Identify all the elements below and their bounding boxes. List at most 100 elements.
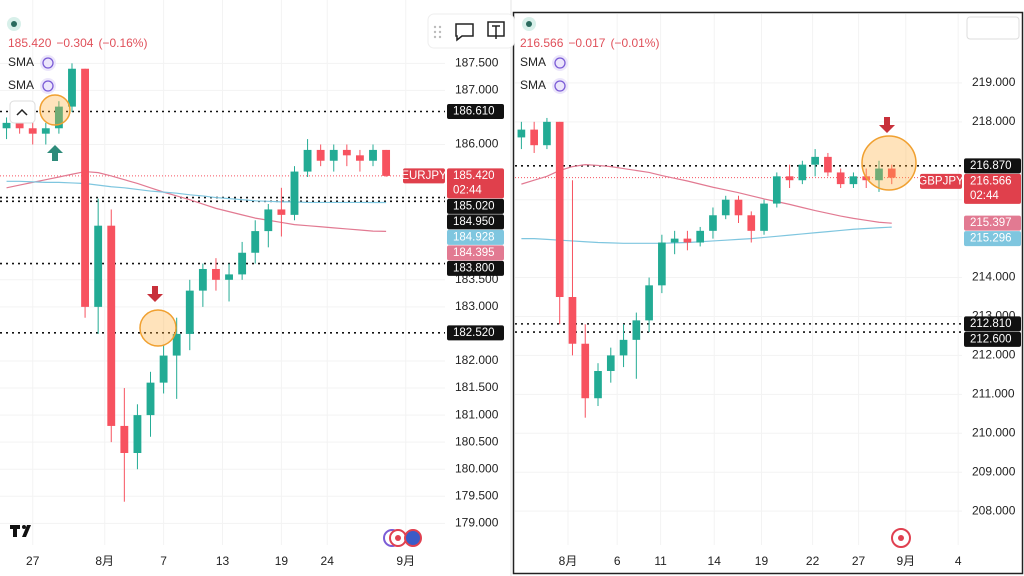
price-label: 183.800: [453, 262, 495, 274]
y-tick-label: 214.000: [972, 270, 1016, 284]
candle-body: [658, 242, 666, 286]
symbol-label: GBPJPY: [918, 175, 964, 187]
y-tick-label: 181.000: [455, 407, 499, 421]
y-tick-label: 211.000: [972, 387, 1015, 401]
y-tick-label: 219.000: [972, 75, 1016, 89]
candle-body: [133, 415, 142, 453]
candle-body: [555, 121, 564, 298]
header-price: 216.566: [520, 36, 564, 50]
candle-body: [2, 122, 11, 129]
y-tick-label: 180.500: [455, 434, 499, 448]
candle-body: [369, 149, 377, 161]
currency-box[interactable]: [966, 16, 1020, 40]
x-tick-label: 6: [614, 554, 621, 568]
y-tick-label: 187.000: [455, 83, 499, 97]
symbol-label: EURJPY: [401, 170, 447, 182]
price-label-box: [964, 173, 1021, 204]
indicator-settings[interactable]: [552, 78, 568, 94]
collapse-chevron: [16, 108, 28, 116]
price-label: 184.395: [453, 247, 495, 259]
indicator-name[interactable]: SMA: [8, 55, 34, 69]
candle-body: [619, 339, 628, 356]
price-label: 212.810: [970, 318, 1012, 330]
candle-body: [68, 68, 76, 107]
header-change_percent: (−0.01%): [610, 36, 659, 50]
price-label-box: [964, 158, 1021, 174]
event-icon[interactable]: [404, 529, 422, 547]
candle-body: [212, 268, 220, 280]
y-tick-label: 187.500: [455, 55, 499, 69]
price-header: 216.566 −0.017 (−0.01%): [520, 36, 659, 50]
y-tick-label: 179.000: [455, 516, 499, 530]
y-tick-label: 182.000: [455, 353, 499, 367]
x-tick-label: 24: [321, 554, 335, 568]
candle-body: [185, 290, 194, 334]
candle-body: [277, 209, 286, 215]
candle-body: [251, 231, 260, 253]
candle-body: [81, 68, 89, 307]
countdown: 02:44: [453, 184, 482, 196]
indicator-settings-glyph: [554, 57, 566, 69]
y-tick-label: 209.000: [972, 464, 1016, 478]
candle-body: [543, 121, 551, 146]
event-icon-core: [898, 535, 904, 541]
down-arrow: [879, 117, 895, 133]
candle-body: [798, 164, 807, 181]
sma-line: [521, 226, 892, 244]
candle-body: [530, 129, 538, 146]
indicator-name[interactable]: SMA: [520, 55, 546, 69]
indicator-name[interactable]: SMA: [520, 78, 546, 92]
up-arrow: [47, 145, 63, 161]
highlight-circle: [39, 94, 71, 126]
price-label: 216.566: [970, 175, 1012, 187]
candle-body: [290, 171, 299, 215]
price-label-box: [447, 245, 504, 261]
symbol-box: [403, 168, 445, 184]
candle-body: [342, 149, 351, 156]
candle-body: [670, 238, 679, 243]
highlight-circle: [139, 309, 177, 347]
y-tick-label: 218.000: [972, 114, 1016, 128]
indicator-settings[interactable]: [40, 55, 56, 71]
sma-line: [521, 164, 892, 224]
drag-handle[interactable]: [433, 25, 442, 39]
candle-body: [356, 155, 364, 161]
header-change: −0.017: [568, 36, 605, 50]
collapse-button[interactable]: [9, 100, 36, 124]
candle-body: [785, 176, 794, 181]
price-label-box: [964, 231, 1021, 247]
candle-body: [696, 230, 705, 243]
candle-body: [734, 199, 743, 216]
indicator-settings[interactable]: [552, 55, 568, 71]
candle-body: [581, 343, 590, 399]
sma-line: [6, 180, 387, 204]
plot-area: [0, 0, 445, 545]
x-tick-label: 27: [852, 554, 866, 568]
countdown: 02:44: [970, 190, 999, 202]
candle-body: [875, 168, 883, 181]
price-label: 215.397: [970, 217, 1012, 229]
comment-icon[interactable]: [455, 23, 474, 42]
price-label-box: [964, 215, 1021, 231]
x-tick-label: 14: [708, 554, 722, 568]
price-label: 182.520: [453, 327, 495, 339]
x-tick-label: 19: [755, 554, 769, 568]
indicator-name[interactable]: SMA: [8, 78, 34, 92]
indicator-settings-glyph: [554, 80, 566, 92]
price-label-box: [447, 229, 504, 245]
x-tick-label: 7: [160, 554, 167, 568]
candle-body: [107, 225, 116, 426]
price-label: 212.600: [970, 333, 1012, 345]
candle-body: [721, 199, 730, 216]
candle-body: [198, 268, 207, 291]
price-label: 184.950: [453, 216, 495, 228]
candle-body: [811, 156, 819, 165]
candle-body: [15, 122, 24, 129]
price-label: 184.928: [453, 231, 495, 243]
indicator-settings[interactable]: [40, 78, 56, 94]
candle-body: [172, 333, 181, 356]
candle-body: [887, 168, 896, 178]
